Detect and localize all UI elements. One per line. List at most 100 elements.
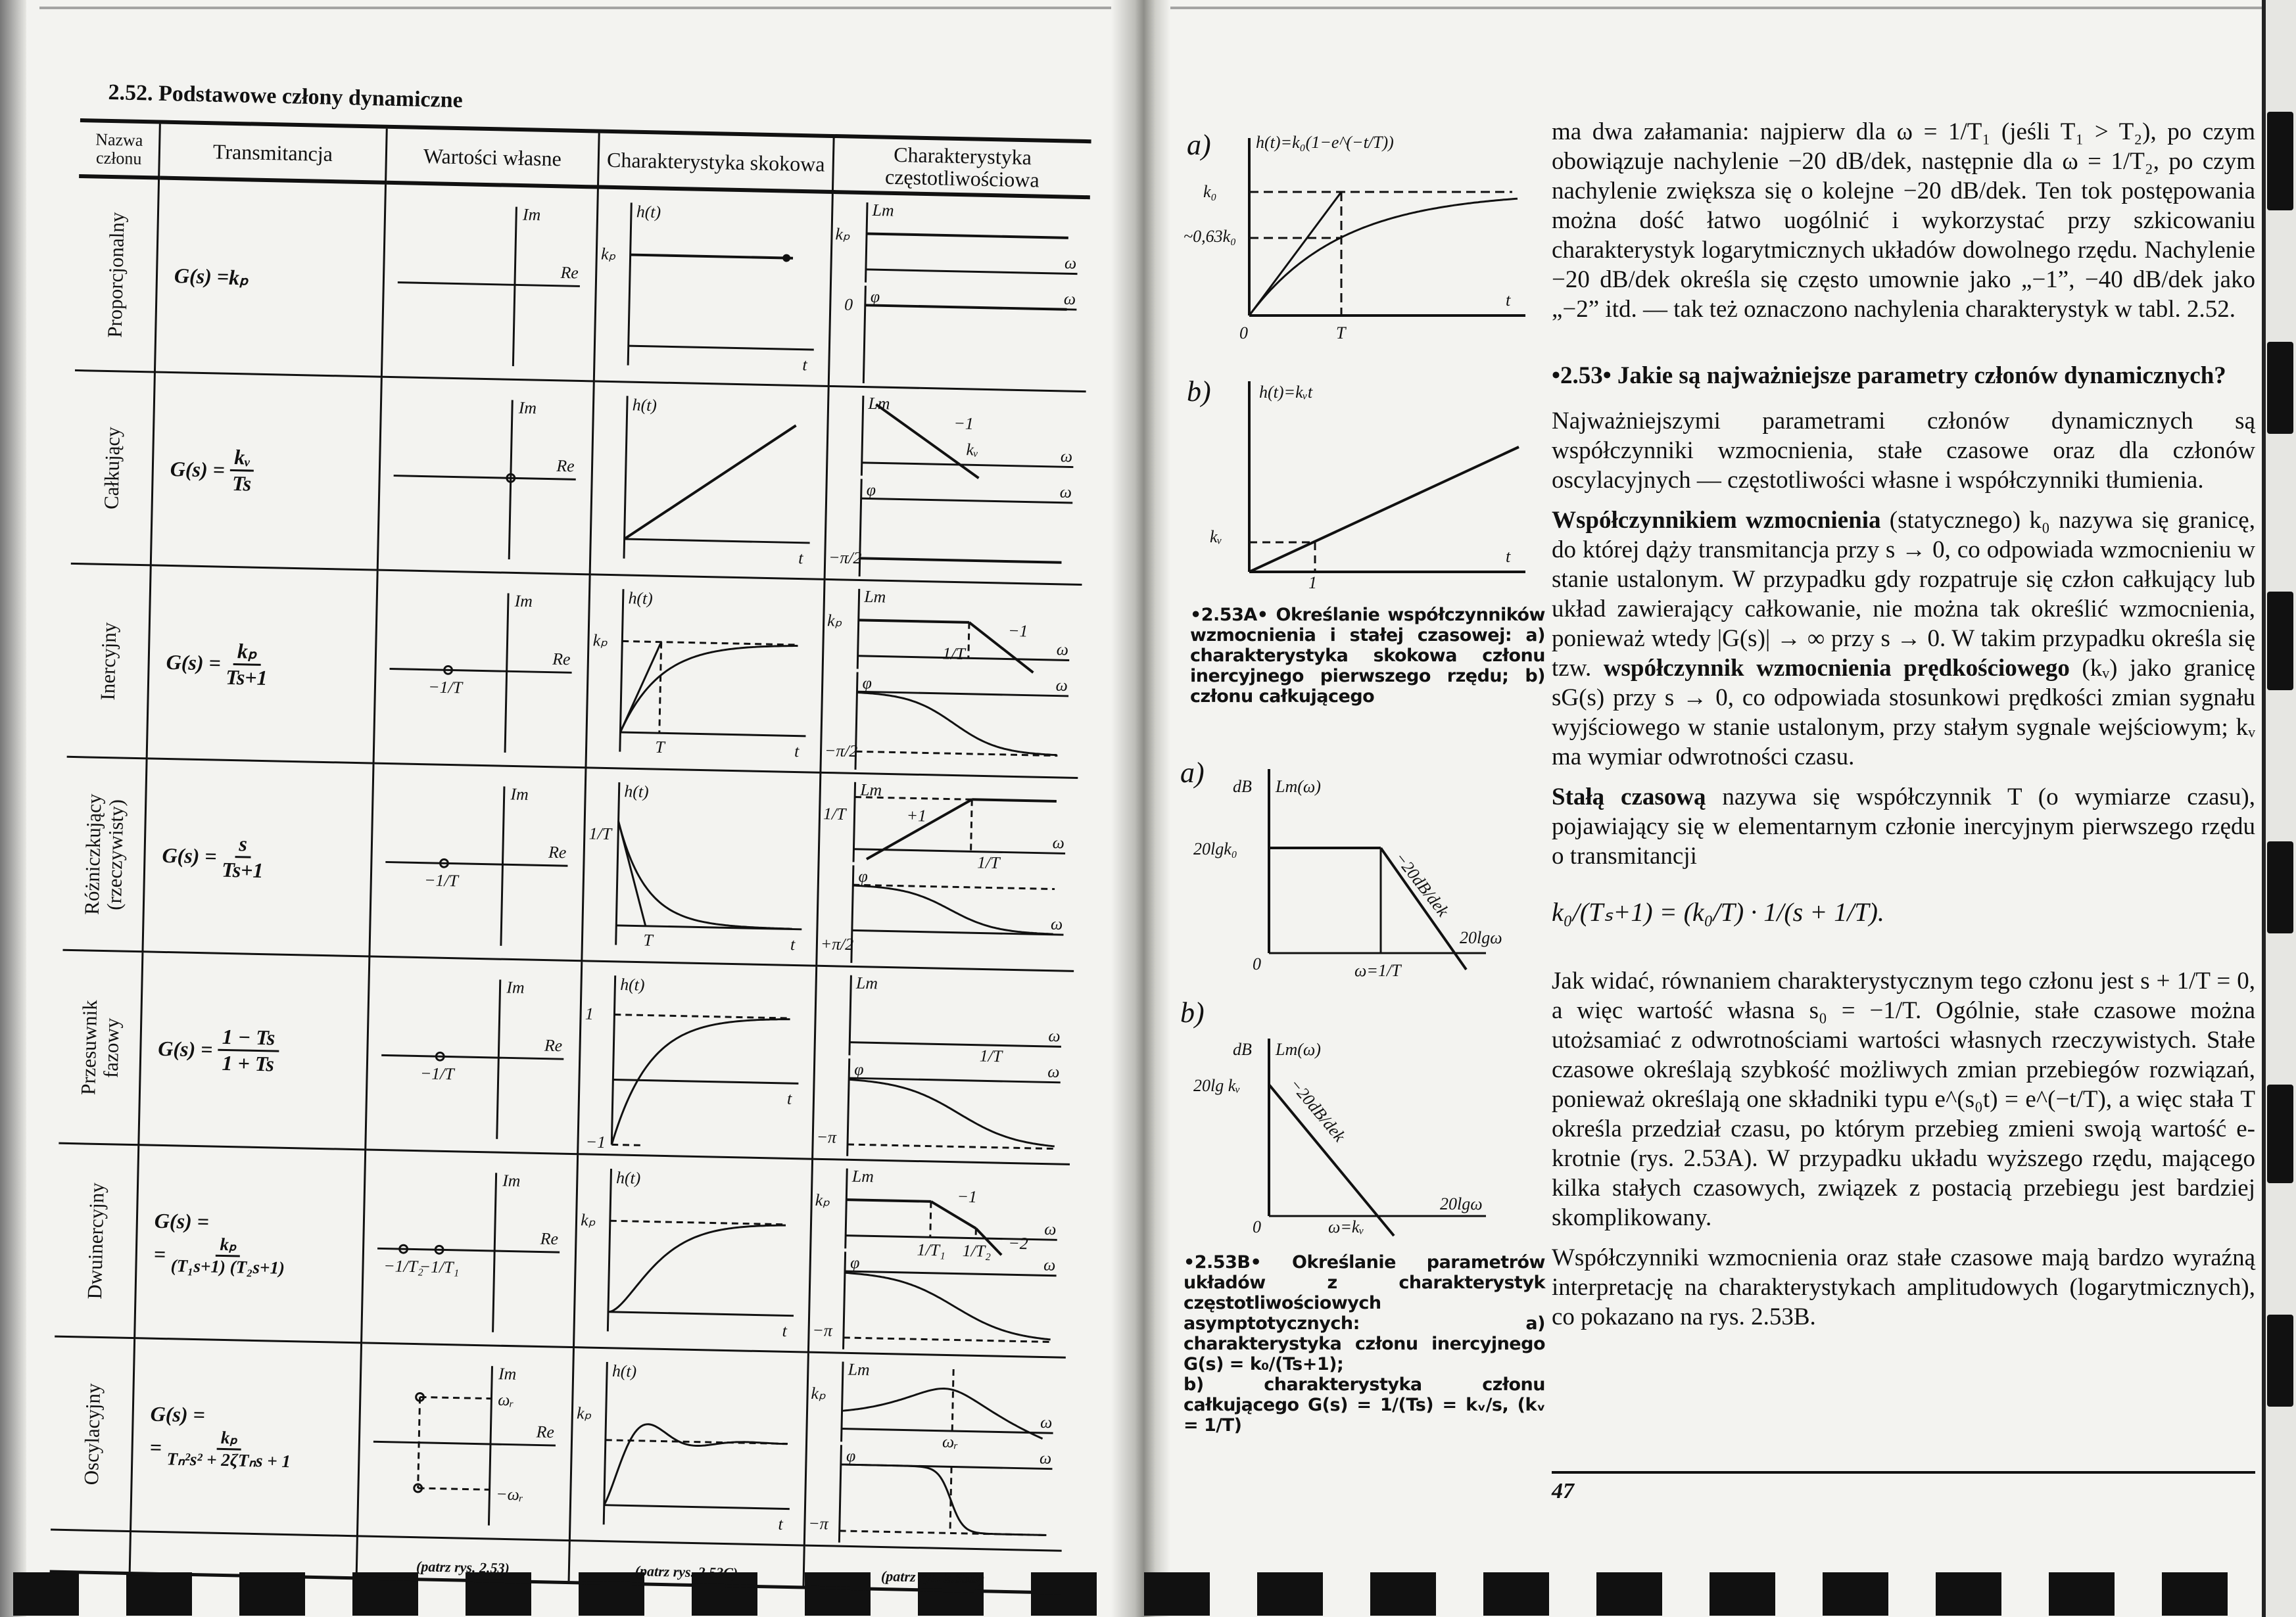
h-label: h(t) bbox=[636, 202, 661, 222]
scan-border-block bbox=[805, 1572, 871, 1616]
tf-numerator: kᵥ bbox=[229, 444, 255, 472]
phi-axis bbox=[850, 865, 855, 963]
pole-marker bbox=[443, 665, 453, 675]
phase-curve bbox=[840, 1463, 1047, 1536]
t-label: t bbox=[794, 741, 800, 761]
h-axis bbox=[615, 782, 621, 945]
element-name: Różniczkujący (rzeczywisty) bbox=[80, 793, 128, 915]
tf-numerator: kₚ bbox=[233, 638, 262, 666]
phase-level-label: 0 bbox=[844, 295, 853, 314]
x-axis-label: 20lgω bbox=[1460, 928, 1502, 947]
t-axis bbox=[613, 1078, 799, 1085]
phase-level-dashed bbox=[848, 1143, 1056, 1150]
column-header: Wartości własne bbox=[386, 128, 600, 189]
omega-r-dashed bbox=[419, 1395, 492, 1400]
phi-label: φ bbox=[850, 1253, 860, 1272]
pole-marker bbox=[434, 1244, 444, 1255]
fig-253B-b: b) dB Lm(ω) 20lg kᵥ 0 ω=kᵥ 20lgω −20dB/d… bbox=[1177, 993, 1545, 1242]
fig-253A-b: b) h(t)=kᵥt kᵥ 1 t bbox=[1184, 368, 1552, 592]
element-name: Inercyjny bbox=[95, 621, 120, 701]
tf-numerator: 1 − Ts bbox=[218, 1024, 279, 1052]
frequency-response-plot: Lm ω kₚ 1/T₁ 1/T₂ −1 −2 φ ω −π bbox=[812, 1167, 1057, 1349]
x-axis-label: 20lgω bbox=[1440, 1194, 1483, 1213]
text-span: nazywa się współczynnik T (o wymiarze cz… bbox=[1552, 784, 2255, 870]
h-axis bbox=[627, 202, 633, 365]
magnitude-asymptote bbox=[968, 621, 1034, 674]
step-response-cell: h(t) t 1/T T bbox=[583, 768, 822, 967]
omega-axis bbox=[849, 1041, 1061, 1048]
level-dashed bbox=[622, 640, 798, 646]
scan-border-block bbox=[2049, 1572, 2115, 1616]
lm-axis bbox=[852, 782, 857, 862]
level-dashed bbox=[610, 1219, 786, 1226]
omega-axis bbox=[861, 461, 1074, 469]
step-curve bbox=[1248, 197, 1518, 316]
db-label: dB bbox=[1233, 1040, 1252, 1059]
omega2-axis bbox=[857, 690, 1069, 697]
gain-label: kₚ bbox=[811, 1384, 826, 1403]
paragraph: Najważniejszymi parametrami członów dyna… bbox=[1552, 408, 2255, 494]
element-name: Oscylacyjny bbox=[79, 1382, 105, 1486]
eigenvalue-plot: Im Re ωᵣ −ωᵣ bbox=[373, 1364, 556, 1526]
magnitude-asymptote bbox=[858, 619, 970, 624]
slope-label: −1 bbox=[957, 1187, 977, 1207]
neg-omega-r-label: −ωᵣ bbox=[496, 1484, 523, 1504]
frequency-response-plot: Lm ω kₚ ωᵣ φ ω −π bbox=[808, 1360, 1053, 1543]
step-response-cell: h(t) t kₚ T bbox=[586, 575, 826, 774]
imaginary-axis bbox=[496, 979, 502, 1139]
t-label: t bbox=[1506, 547, 1511, 566]
corner-label: 1/T₁ bbox=[917, 1240, 945, 1260]
eigenvalue-plot-cell: Im Re −1/T bbox=[366, 957, 583, 1156]
tf-expression: = kₚ (T₁s+1) (T₂s+1) bbox=[153, 1232, 362, 1280]
fig-253B-caption: •2.53B• Określanie parametrów układów z … bbox=[1184, 1252, 1546, 1436]
imaginary-axis bbox=[500, 786, 506, 946]
footer-rule bbox=[1552, 1471, 2255, 1474]
eigenvalue-plot: Im Re bbox=[397, 205, 580, 367]
column-header: Charakterystyka częstotliwościowa bbox=[833, 138, 1091, 200]
magnitude-asymptote bbox=[974, 1227, 1003, 1256]
phase-level-label: −π bbox=[816, 1127, 837, 1147]
omega-axis bbox=[853, 848, 1066, 855]
omega-axis bbox=[857, 655, 1070, 661]
transfer-function: G(s) = = kₚ Tₙ²s² + 2ζTₙs + 1 bbox=[131, 1339, 363, 1537]
omega-axis bbox=[841, 1428, 1053, 1434]
tf-fraction: 1 − Ts 1 + Ts bbox=[218, 1024, 279, 1077]
fig-253A-caption: •2.53A• Określanie współczynników wzmocn… bbox=[1190, 605, 1546, 707]
pole-label: −1/T bbox=[424, 870, 460, 890]
tf-lhs: G(s) = bbox=[158, 1036, 213, 1062]
bode-inertial-plot: a) dB Lm(ω) 20lgk₀ 0 ω=1/T 20lgω −20dB/d… bbox=[1180, 757, 1502, 980]
t-label: t bbox=[787, 1089, 793, 1108]
frequency-response-cell: Lm ω kₚ 1/T −1 φ ω −π/2 bbox=[821, 580, 1082, 779]
gain-label: 1/T bbox=[823, 804, 848, 824]
frequency-response-plot: Lm ω kₚ 1/T −1 φ ω −π/2 bbox=[825, 587, 1070, 770]
im-label: Im bbox=[502, 1171, 521, 1190]
real-axis bbox=[397, 281, 580, 287]
tf-denominator: Tₙ²s² + 2ζTₙs + 1 bbox=[166, 1448, 291, 1471]
re-label: Re bbox=[535, 1422, 554, 1442]
body-text-column: ma dwa załamania: najpierw dla ω = 1/T₁ … bbox=[1552, 117, 2255, 1342]
lm-axis bbox=[856, 588, 861, 669]
caption-part-a: •2.53B• Określanie parametrów układów z … bbox=[1184, 1252, 1546, 1374]
imaginary-axis bbox=[487, 1366, 493, 1526]
corner-dashed bbox=[929, 1201, 932, 1238]
element-name: Dwuinercyjny bbox=[83, 1182, 109, 1300]
eigenvalue-plot-cell: Im Re −1/T₂ −1/T₁ bbox=[362, 1150, 579, 1349]
omega2-label: ω bbox=[1055, 676, 1068, 695]
omega-label: ω bbox=[1048, 1026, 1061, 1045]
fig-label: a) bbox=[1180, 757, 1205, 789]
lm-label: Lm(ω) bbox=[1275, 777, 1321, 796]
eigenvalue-plot-cell: Im Re bbox=[378, 377, 595, 576]
caption-part-b: b) charakterystyka członu całkującego G(… bbox=[1184, 1374, 1546, 1436]
step-response-plot: h(t) t 1/T T bbox=[588, 782, 802, 954]
transfer-function: G(s) = kₚ Ts+1 bbox=[147, 566, 379, 764]
corner-label: 1/T bbox=[942, 644, 967, 663]
scan-border-block bbox=[1936, 1572, 2001, 1616]
scan-border-block bbox=[1483, 1572, 1549, 1616]
scan-border-block bbox=[1031, 1572, 1097, 1616]
real-axis bbox=[393, 475, 576, 480]
step-response-plot: h(t) t bbox=[623, 395, 810, 567]
formula-label: h(t)=kᵥt bbox=[1259, 383, 1313, 402]
level-dashed bbox=[614, 1014, 790, 1019]
phi-label: φ bbox=[867, 480, 876, 499]
omega2-label: ω bbox=[1040, 1448, 1052, 1467]
